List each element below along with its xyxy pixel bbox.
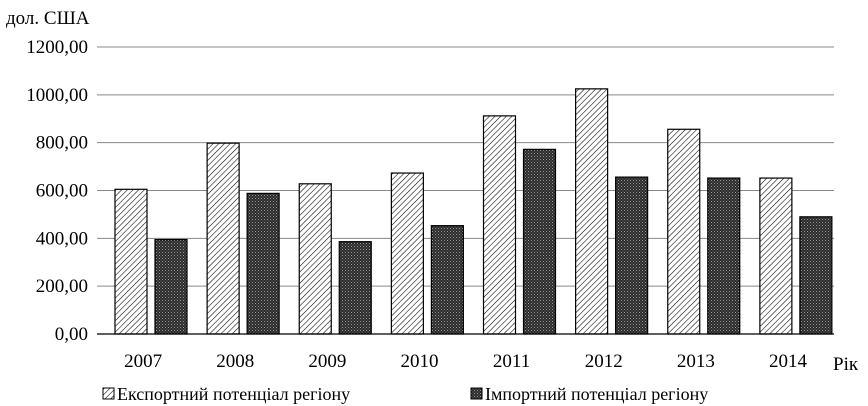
y-tick-label: 600,00 — [36, 181, 88, 202]
x-tick-label: 2014 — [769, 351, 808, 372]
legend: Експортний потенціал регіону Імпортний п… — [102, 384, 708, 404]
bar-export-2008 — [206, 142, 240, 335]
bar-export-2010 — [390, 172, 424, 335]
legend-item-export: Експортний потенціал регіону — [102, 384, 350, 404]
bar-import-2012 — [615, 176, 649, 335]
bar-import-2007 — [154, 238, 188, 335]
x-tick-label: 2012 — [585, 351, 623, 372]
bar-import-2008 — [246, 192, 280, 335]
y-tick-label: 800,00 — [36, 133, 88, 154]
y-tick-label: 400,00 — [36, 228, 88, 249]
x-tick-label: 2008 — [216, 351, 254, 372]
x-axis-label: Рік — [833, 354, 859, 375]
y-tick-label: 1000,00 — [26, 85, 88, 106]
bar-export-2011 — [482, 115, 517, 335]
x-tick-label: 2010 — [400, 351, 438, 372]
y-axis-label: дол. США — [6, 8, 90, 29]
y-tick-labels: 0,00 200,00 400,00 600,00 800,00 1000,00 1200,… — [26, 37, 88, 345]
legend-swatch-export — [102, 387, 115, 400]
y-tick-label: 200,00 — [36, 276, 88, 297]
bar-import-2011 — [522, 148, 557, 335]
bar-export-2007 — [114, 188, 148, 335]
bars — [114, 88, 833, 335]
legend-swatch-import — [470, 387, 483, 400]
bar-import-2013 — [707, 177, 741, 335]
x-tick-label: 2011 — [493, 351, 530, 372]
y-tick-label: 0,00 — [55, 324, 88, 345]
bar-import-2009 — [338, 241, 372, 335]
bar-export-2013 — [667, 128, 701, 335]
bar-export-2014 — [759, 177, 793, 335]
y-tick-label: 1200,00 — [26, 37, 88, 58]
bar-import-2010 — [430, 225, 464, 335]
bar-export-2009 — [298, 183, 332, 335]
x-tick-label: 2009 — [308, 351, 346, 372]
bar-export-2012 — [575, 88, 609, 335]
legend-label-export: Експортний потенціал регіону — [117, 384, 350, 404]
x-tick-label: 2013 — [677, 351, 715, 372]
x-tick-labels: 2007 2008 2009 2010 2011 2012 2013 2014 — [124, 351, 807, 372]
bar-import-2014 — [799, 216, 833, 335]
legend-item-import: Імпортний потенціал регіону — [470, 384, 708, 404]
legend-label-import: Імпортний потенціал регіону — [485, 384, 708, 404]
x-tick-label: 2007 — [124, 351, 162, 372]
